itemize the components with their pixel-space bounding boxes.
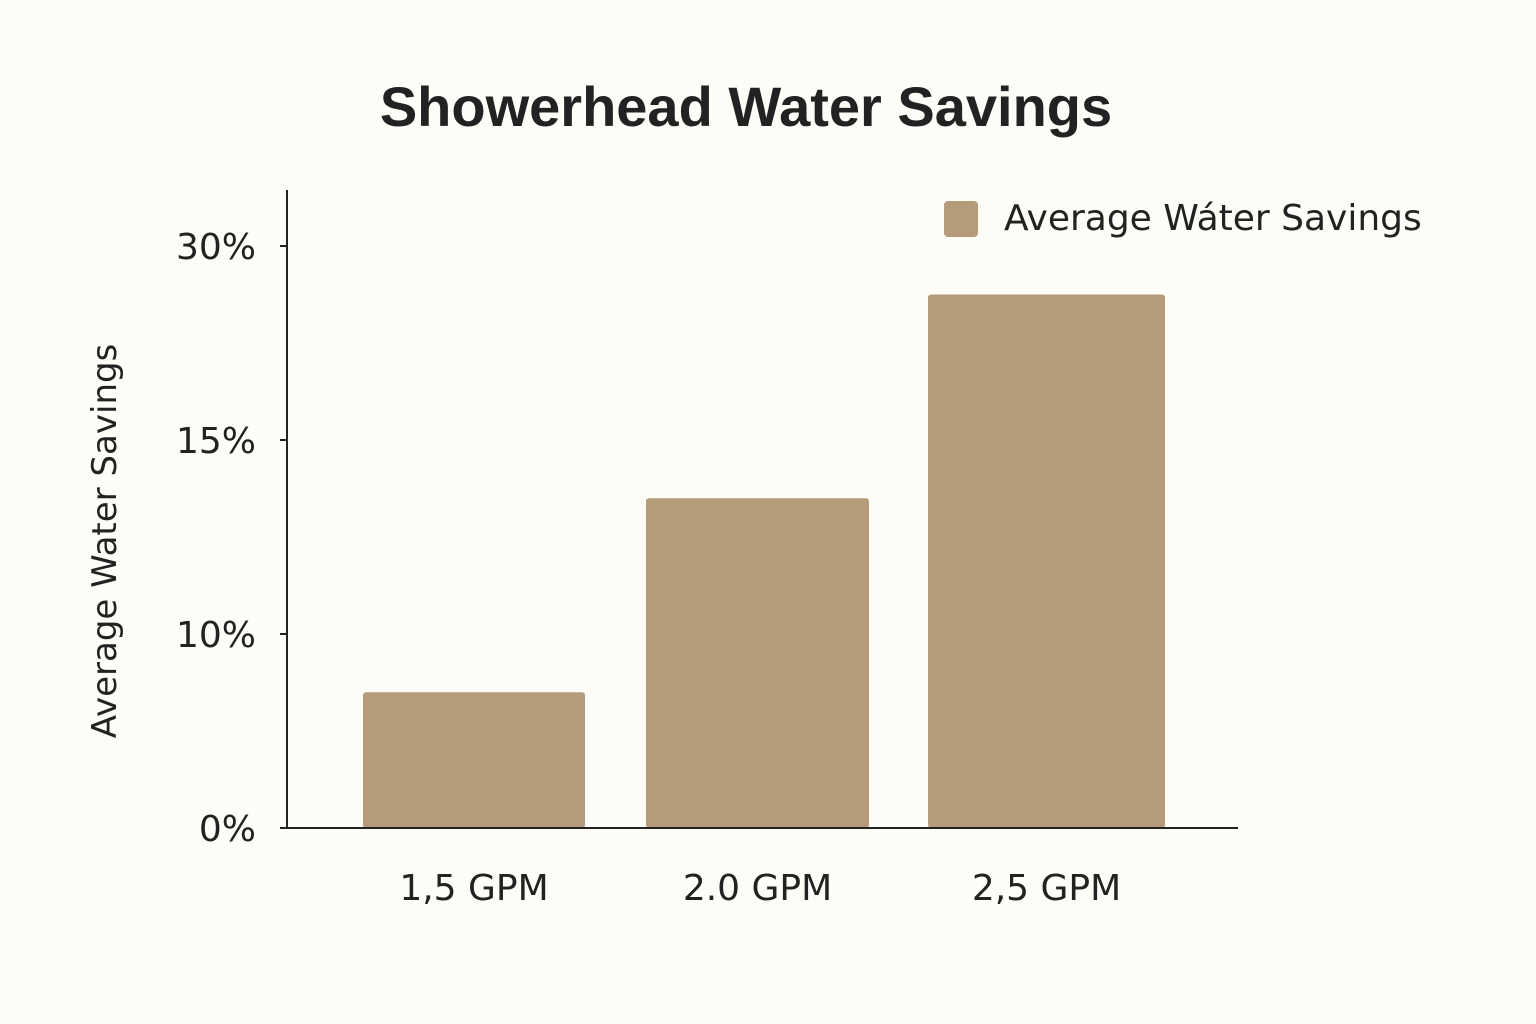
x-tick-label: 2.0 GPM xyxy=(683,868,832,909)
y-tick-label: 0% xyxy=(199,809,256,850)
y-axis-label: Average Water Savings xyxy=(85,344,125,739)
bar xyxy=(928,294,1165,828)
legend: Average Wáter Savings xyxy=(944,198,1422,239)
bar xyxy=(646,498,869,828)
bars xyxy=(363,294,1165,828)
bar xyxy=(363,692,585,828)
x-axis-tick-labels: 1,5 GPM 2.0 GPM 2,5 GPM xyxy=(399,868,1121,909)
y-tick-label: 10% xyxy=(176,615,256,656)
x-tick-label: 1,5 GPM xyxy=(399,868,548,909)
y-tick-label: 15% xyxy=(176,421,256,462)
chart-title: Showerhead Water Savings xyxy=(380,75,1112,138)
x-tick-label: 2,5 GPM xyxy=(972,868,1121,909)
legend-swatch xyxy=(944,201,978,237)
y-axis-ticks: 0% 10% 15% 30% xyxy=(176,227,287,850)
legend-label: Average Wáter Savings xyxy=(1004,198,1422,239)
y-tick-label: 30% xyxy=(176,227,256,268)
